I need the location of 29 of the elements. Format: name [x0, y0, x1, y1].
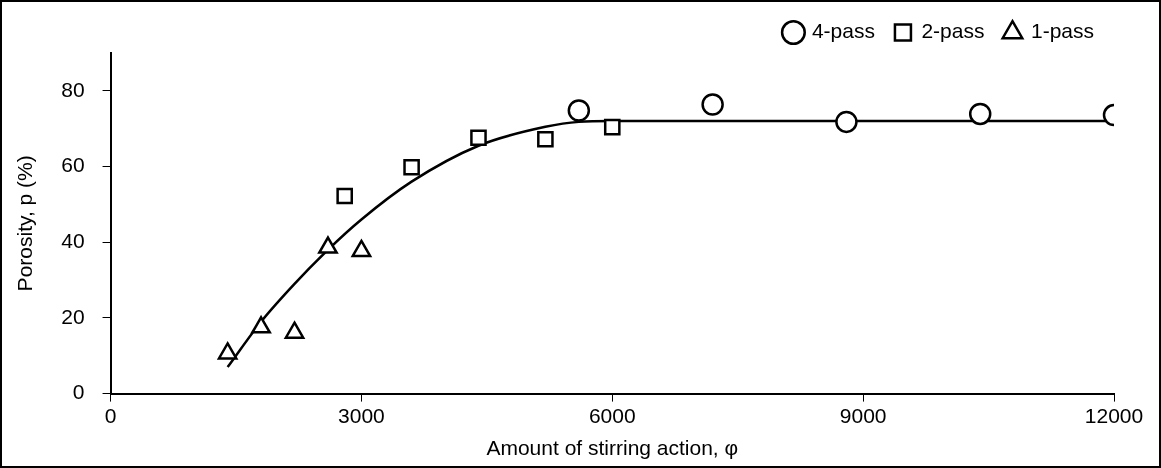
point: [284, 321, 305, 339]
point: [217, 342, 238, 360]
y-tick-label: 20: [61, 304, 85, 328]
y-axis-title: Porosity, p (%): [13, 155, 37, 292]
legend-label: 2-pass: [921, 19, 985, 43]
point: [251, 316, 271, 334]
point: [968, 102, 992, 126]
y-tick-label: 0: [72, 380, 85, 404]
y-tick-label: 80: [61, 77, 85, 101]
point: [835, 110, 858, 134]
point: [567, 99, 591, 122]
point: [470, 129, 487, 147]
point: [351, 239, 372, 258]
point: [336, 187, 354, 205]
legend-label: 4-pass: [811, 19, 875, 43]
point: [318, 236, 338, 254]
y-tick-label: 60: [61, 153, 85, 177]
point: [603, 118, 621, 136]
point: [701, 93, 724, 116]
x-tick-label: 0: [104, 404, 117, 427]
x-tick-label: 12000: [1084, 404, 1144, 427]
x-tick-label: 9000: [839, 404, 887, 427]
y-tick-label: 40: [61, 229, 85, 253]
x-tick-label: 3000: [338, 404, 385, 427]
point: [537, 130, 554, 148]
x-tick-label: 6000: [588, 404, 636, 427]
legend-label: 1-pass: [1030, 19, 1094, 43]
point: [403, 158, 420, 176]
x-axis-title: Amount of stirring action, φ: [486, 436, 739, 460]
